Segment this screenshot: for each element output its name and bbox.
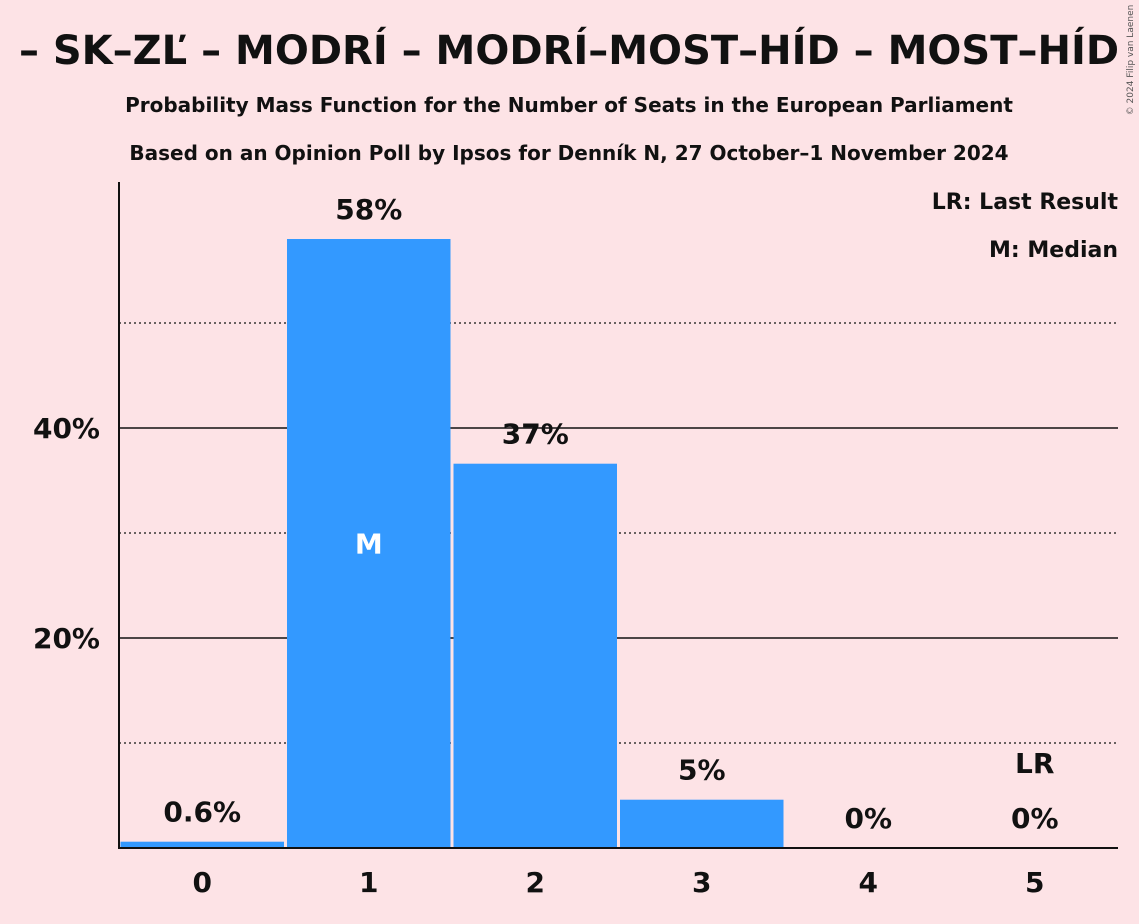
x-tick-label: 0 (193, 866, 212, 899)
data-label: 0.6% (163, 796, 241, 829)
y-tick-label: 20% (33, 622, 100, 655)
axes: 20% 40% 0 1 2 3 4 5 (33, 182, 1118, 899)
last-result-marker: LR (1015, 747, 1054, 780)
x-tick-label: 5 (1025, 866, 1044, 899)
y-tick-label: 40% (33, 412, 100, 445)
copyright-notice: © 2024 Filip van Laenen (1126, 5, 1136, 116)
data-label: 0% (1011, 802, 1059, 835)
x-tick-label: 3 (692, 866, 711, 899)
x-tick-label: 2 (526, 866, 545, 899)
data-label: 37% (502, 418, 569, 451)
x-tick-label: 1 (359, 866, 378, 899)
data-label: 58% (335, 193, 402, 226)
chart-subtitle-1: Probability Mass Function for the Number… (125, 93, 1013, 117)
bar (287, 239, 451, 848)
gridlines (119, 322, 1118, 744)
bars (120, 239, 784, 848)
data-labels: 0.6% 58% M 37% 5% 0% 0% LR (163, 193, 1058, 835)
bar (620, 799, 784, 848)
bar (120, 841, 284, 848)
bar (453, 463, 617, 848)
data-label: 5% (678, 754, 726, 787)
data-label: 0% (844, 802, 892, 835)
chart-subtitle-2: Based on an Opinion Poll by Ipsos for De… (129, 141, 1008, 165)
chart-title: – SK–ZĽ – MODRÍ – MODRÍ–MOST–HÍD – MOST–… (19, 26, 1119, 74)
x-tick-label: 4 (859, 866, 878, 899)
legend-last-result: LR: Last Result (932, 190, 1119, 215)
legend-median: M: Median (989, 238, 1118, 263)
median-marker: M (355, 528, 383, 561)
